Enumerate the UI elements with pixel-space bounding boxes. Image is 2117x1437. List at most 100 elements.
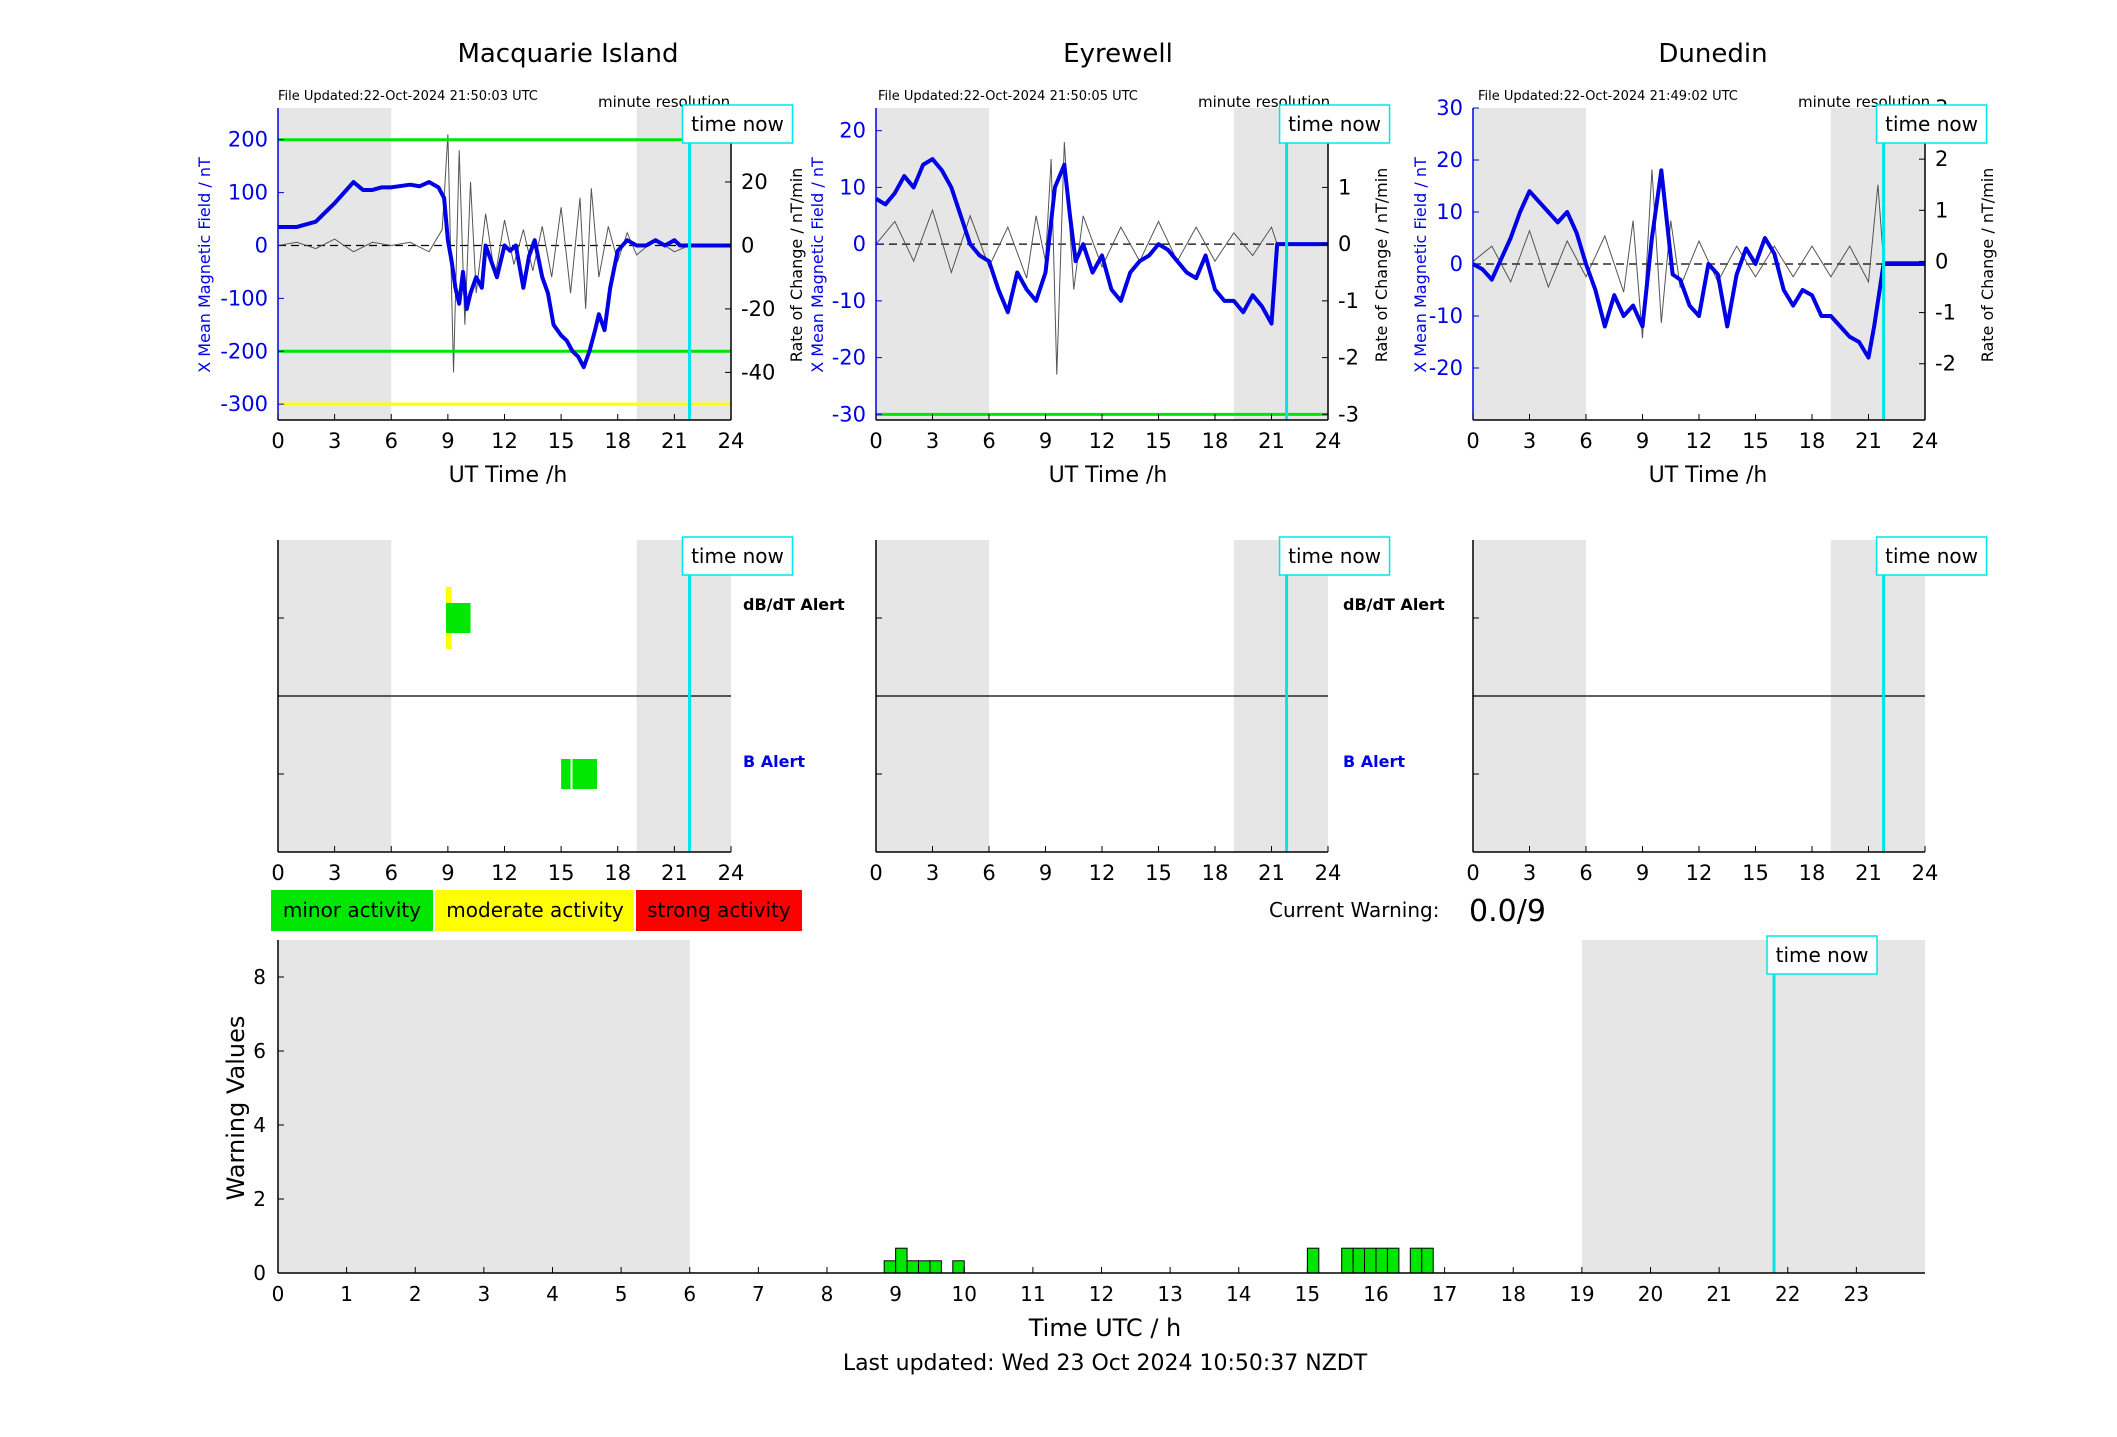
x-tick-label: 12 <box>1686 861 1713 885</box>
x-tick-label: 12 <box>1089 1282 1114 1306</box>
b-alert-label-macquarie: B Alert <box>743 752 805 771</box>
time-now-label: time now <box>1885 112 1978 136</box>
x-tick-label: 11 <box>1020 1282 1045 1306</box>
warning-xlabel: Time UTC / h <box>1028 1314 1182 1342</box>
night-shading <box>876 108 989 420</box>
x-tick-label: 23 <box>1844 1282 1869 1306</box>
file-updated-macquarie: File Updated:22-Oct-2024 21:50:03 UTC <box>278 89 538 104</box>
panel-title-eyrewell: Eyrewell <box>1063 39 1173 69</box>
time-now-label: time now <box>1885 544 1978 568</box>
alert-event-minor <box>572 759 597 789</box>
x-tick-label: 1 <box>340 1282 353 1306</box>
x-tick-label: 21 <box>1258 429 1285 453</box>
x-tick-label: 0 <box>869 861 882 885</box>
x-tick-label: 5 <box>615 1282 628 1306</box>
x-tick-label: 24 <box>1912 429 1939 453</box>
y-right-tick-label: -1 <box>1935 301 1956 325</box>
time-now-label: time now <box>1776 943 1869 967</box>
y-right-tick-label: 0 <box>1338 232 1351 256</box>
night-shading <box>278 108 392 420</box>
b-alert-label-eyrewell: B Alert <box>1343 752 1405 771</box>
x-tick-label: 9 <box>441 429 454 453</box>
y-right-tick-label: 1 <box>1338 175 1351 199</box>
x-tick-label: 6 <box>1579 861 1592 885</box>
y-tick-label: 0 <box>255 233 268 257</box>
x-tick-label: 19 <box>1569 1282 1594 1306</box>
field-chart-eyrewell: 03691215182124-30-20-1001020-3-2-1012tim… <box>832 104 1391 453</box>
x-tick-label: 3 <box>1523 861 1536 885</box>
y-tick-label: 8 <box>253 965 266 989</box>
y-right-tick-label: -3 <box>1338 402 1359 426</box>
y-right-tick-label: 2 <box>1935 147 1948 171</box>
field-chart-macquarie: 0 3 6 9 12 15 18 21 24-300-200-1000100200-40-200… <box>220 104 794 453</box>
magnetic-field-line <box>278 180 731 370</box>
field-chart-dunedin: 03691215182124-20-100102030-2-10123time … <box>1429 96 1988 453</box>
time-now-label: time now <box>691 544 784 568</box>
x-tick-label: 6 <box>1579 429 1592 453</box>
x-tick-label: 6 <box>385 429 398 453</box>
night-shading <box>278 940 690 1273</box>
file-updated-eyrewell: File Updated:22-Oct-2024 21:50:05 UTC <box>878 89 1138 104</box>
warning-bar <box>952 1260 965 1274</box>
x-tick-label: 24 <box>718 429 745 453</box>
y-tick-label: 6 <box>253 1039 266 1063</box>
y-tick-label: -20 <box>832 346 866 370</box>
alert-event-minor <box>445 603 471 633</box>
y-tick-label: -20 <box>1429 356 1463 380</box>
warning-bar <box>1386 1247 1400 1274</box>
ylabel-left-dunedin: X Mean Magnetic Field / nT <box>1411 157 1430 373</box>
time-now-box <box>1875 536 1988 576</box>
x-tick-label: 6 <box>385 861 398 885</box>
x-tick-label: 18 <box>1202 429 1229 453</box>
x-tick-label: 24 <box>718 861 745 885</box>
warning-bar <box>895 1247 908 1274</box>
y-tick-label: -200 <box>220 339 268 363</box>
time-now-box <box>1278 536 1391 576</box>
x-tick-label: 21 <box>1855 429 1882 453</box>
magnetic-field-line <box>874 157 1328 326</box>
x-tick-label: 0 <box>1466 429 1479 453</box>
warning-ylabel: Warning Values <box>222 1016 250 1201</box>
y-tick-label: 4 <box>253 1113 266 1137</box>
time-now-box <box>681 104 794 144</box>
time-now-box <box>681 536 794 576</box>
y-right-tick-label: 0 <box>741 233 754 257</box>
xlabel-field-eyrewell: UT Time /h <box>1049 463 1168 488</box>
x-tick-label: 4 <box>546 1282 559 1306</box>
alert-chart-macquarie: 0 3 6 9 12 15 18 21 24 time now <box>271 536 794 885</box>
legend-strong-swatch <box>636 890 802 931</box>
time-now-box <box>1875 104 1988 144</box>
x-tick-label: 9 <box>1636 429 1649 453</box>
night-shading <box>1581 940 1925 1273</box>
x-tick-label: 9 <box>1636 861 1649 885</box>
y-tick-label: 2 <box>253 1187 266 1211</box>
y-tick-label: 10 <box>839 175 866 199</box>
x-tick-label: 12 <box>1089 861 1116 885</box>
x-tick-label: 15 <box>548 429 575 453</box>
x-tick-label: 14 <box>1226 1282 1251 1306</box>
x-tick-label: 18 <box>604 861 631 885</box>
time-now-label: time now <box>1288 112 1381 136</box>
y-tick-label: 0 <box>853 232 866 256</box>
legend-minor-swatch <box>271 890 433 931</box>
x-tick-label: 21 <box>661 429 688 453</box>
x-tick-label: 9 <box>441 861 454 885</box>
y-tick-label: 30 <box>1436 96 1463 120</box>
x-tick-label: 17 <box>1432 1282 1457 1306</box>
x-tick-label: 0 <box>272 1282 285 1306</box>
x-tick-label: 18 <box>604 429 631 453</box>
ylabel-right-eyrewell: Rate of Change / nT/min <box>1372 168 1391 363</box>
y-right-tick-label: -1 <box>1338 289 1359 313</box>
y-tick-label: 10 <box>1436 200 1463 224</box>
y-right-tick-label: 0 <box>1935 249 1948 273</box>
warning-values-chart: 0 1 2 3 4 5 6 7 8 9 10 11 12 13 14 15 16 17 18 19 20 21 22 2302… <box>253 935 1925 1306</box>
xlabel-field-macquarie: UT Time /h <box>449 463 568 488</box>
x-tick-label: 3 <box>478 1282 491 1306</box>
time-now-box <box>1278 104 1391 144</box>
x-tick-label: 15 <box>1295 1282 1320 1306</box>
x-tick-label: 6 <box>982 861 995 885</box>
y-tick-label: -30 <box>832 402 866 426</box>
activity-legend: minor activity moderate activity strong … <box>271 890 802 931</box>
file-updated-dunedin: File Updated:22-Oct-2024 21:49:02 UTC <box>1478 89 1738 104</box>
